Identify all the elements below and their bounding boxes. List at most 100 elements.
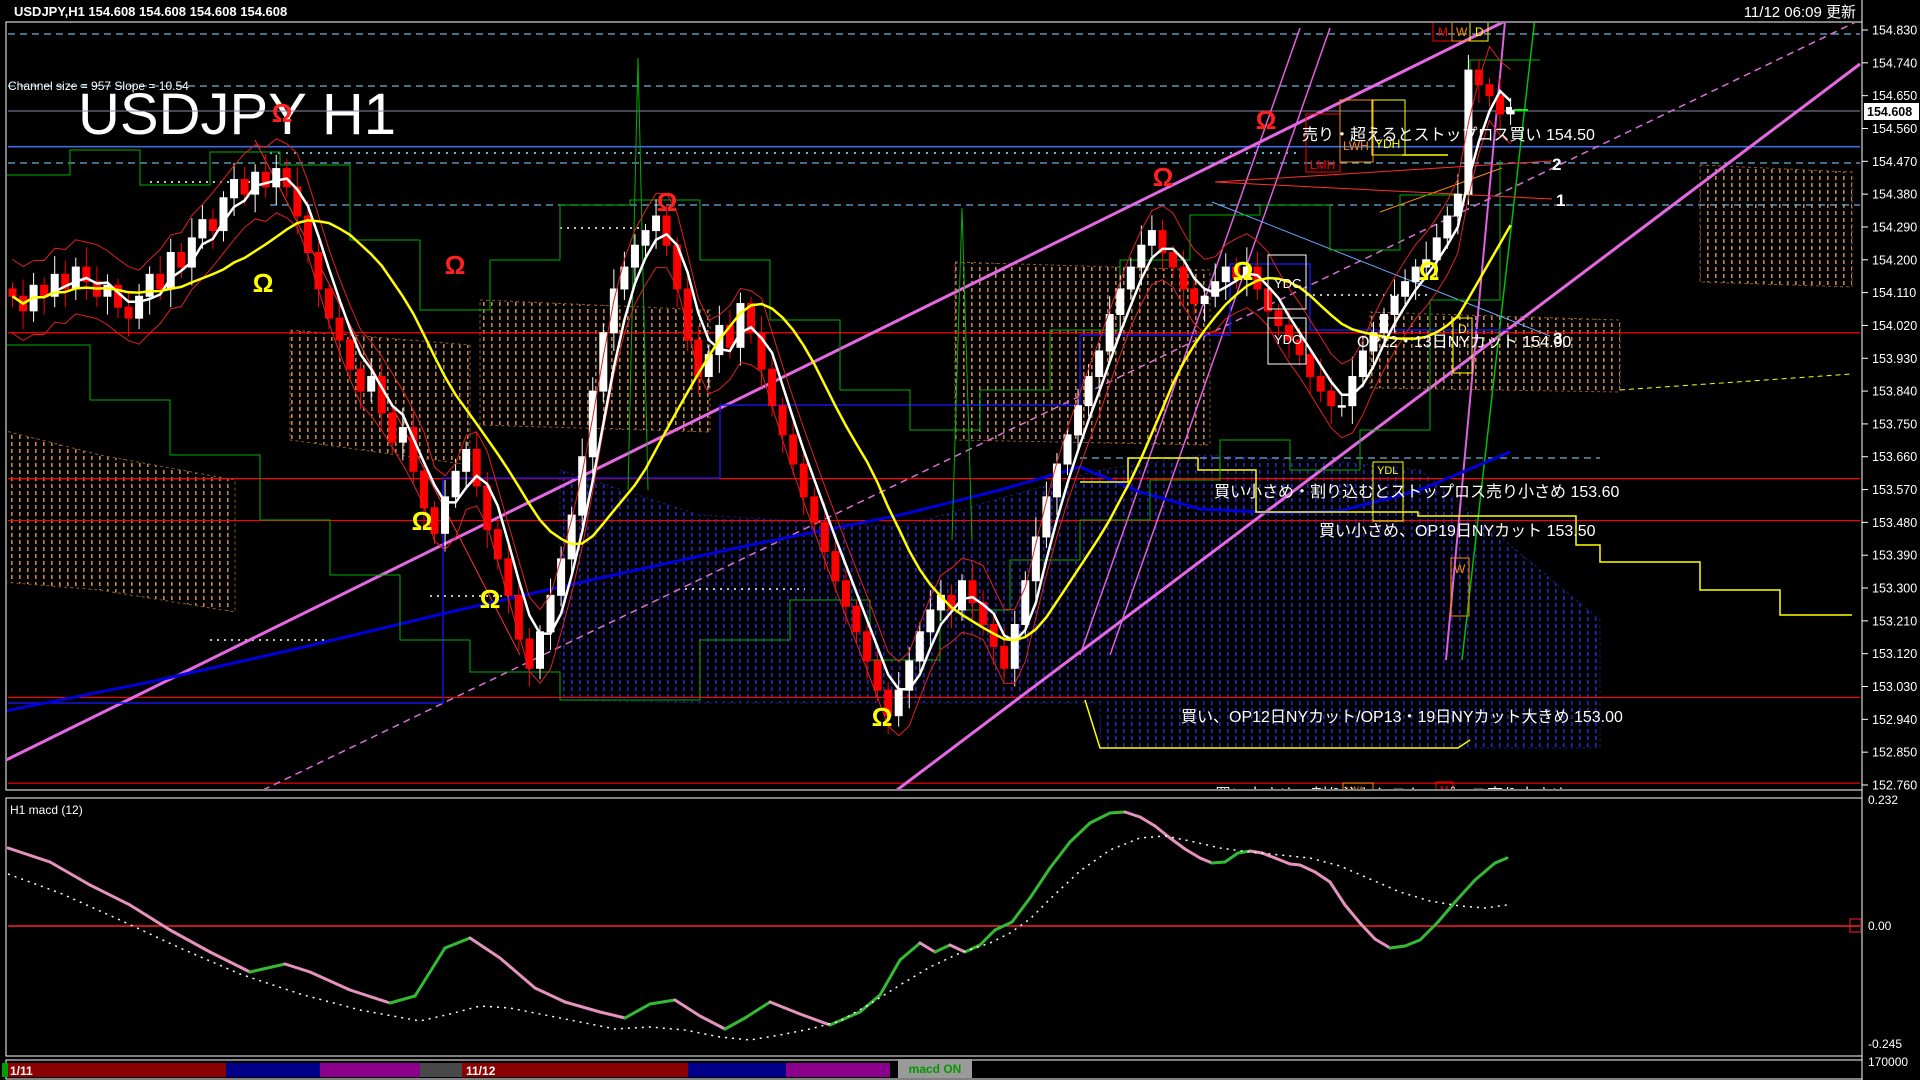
level-box-d [1452,317,1473,374]
candle-body [103,284,112,297]
trend-line [1214,160,1553,183]
trend-line [1084,699,1471,749]
orange-cloud [954,261,1211,446]
level-box-label: YDL [1377,465,1398,477]
macd-main-line [388,994,417,1005]
macd-signal-line [7,835,1508,1041]
macd-main-line [283,962,312,974]
candle-body [1390,295,1399,315]
macd-pane-label: H1 macd (12) [10,803,83,817]
candle-body [314,251,323,290]
level-box-ydc [1267,254,1307,310]
price-axis-label: 154.650 [1872,89,1917,103]
session-segment [462,1063,688,1077]
candle-body [346,339,355,370]
session-segment [8,1063,226,1077]
price-axis-label: 154.560 [1872,122,1917,136]
candle-body [483,485,492,531]
macd-main-line [563,1000,602,1014]
candle-body [810,496,819,523]
grid-lines [8,33,1860,641]
candle-body [884,689,893,717]
symbol-watermark: USDJPY H1 [78,82,396,147]
candle-body [1285,324,1294,341]
buy-signal-icon: Ω [1233,256,1254,286]
candle-body [293,186,302,217]
price-axis-label: 152.850 [1872,746,1917,760]
candle-body [272,168,281,188]
price-axis-label: 152.760 [1872,778,1917,792]
price-axis-label: 153.390 [1872,549,1917,563]
macd-axis-label: -0.245 [1868,1037,1902,1051]
macd-main-line [443,936,472,950]
candle-body [915,631,924,662]
blue-cloud [559,454,1601,749]
macd-main-line [1123,810,1142,819]
macd-main-line [1048,840,1072,870]
candle-body [652,215,661,232]
candle-body [303,215,312,253]
level-box-label: W [1454,562,1466,576]
price-axis-label: 154.290 [1872,220,1917,234]
ichimoku-clouds [7,164,1853,749]
candle-body [1496,95,1505,115]
fan-number-label: 2 [1552,155,1561,174]
candle-body [1443,215,1452,239]
macd-toggle-button[interactable]: macd ON [898,1059,972,1078]
price-axis-label: 153.120 [1872,647,1917,661]
ma-line [11,219,1512,642]
candle-body [958,580,966,611]
macd-main-line [978,928,997,947]
trend-line [263,23,1856,789]
macd-main-line [168,928,212,954]
level-box-label: LWA [1346,785,1365,795]
macd-main-line [468,936,502,960]
price-axis-label: 153.570 [1872,483,1917,497]
candle-body [145,273,154,297]
trade-note: 売り・超えるとストップロス買い 154.50 [1302,126,1595,144]
chart-title-ohlc: USDJPY,H1 154.608 154.608 154.608 154.60… [14,4,287,19]
macd-main-line [1260,851,1277,860]
candle-body [599,332,608,392]
candle-body [1095,350,1104,377]
candle-body [198,219,207,239]
candle-body [441,496,450,534]
trade-note: 買い小さめ、OP19日NYカット 153.50 [1319,522,1596,540]
candle-body [504,558,513,596]
last-price-marker [1506,107,1512,113]
trade-note: OP12・13日NYカット 154.00 [1357,334,1571,351]
macd-main-line [1138,815,1157,828]
trend-line [627,57,649,491]
macd-main-line [1298,863,1317,874]
session-segment [786,1063,890,1077]
trend-line [1109,27,1331,656]
session-segment [226,1063,320,1077]
level-box-label: YDO [1274,332,1302,347]
candle-body [757,332,766,370]
price-axis-label: 153.210 [1872,614,1917,628]
candle-body [398,427,407,443]
macd-main-line [1418,920,1440,942]
candle-body [578,456,587,516]
candle-body [493,529,502,560]
session-boxes: YDCYDODWMWDLMHLWHYDHYDLLWAM [1267,23,1489,795]
session-segment [688,1063,786,1077]
fan-number-label: 1 [1556,191,1565,210]
ma-line [12,119,1511,737]
trade-note: 買い小さめ・割り込むとストップロス売り小さめ 153.60 [1214,483,1619,501]
macd-main-line [1436,900,1457,924]
session-segment [2,1063,8,1077]
candle-body [472,448,481,487]
macd-main-line [743,1000,772,1020]
order-annotations: 売り・超えるとストップロス買い 154.50 OP12・13日NYカット 154.… [1181,126,1623,789]
ma-line [12,45,1511,663]
trend-line [1079,27,1301,656]
macd-main-line [1453,878,1477,904]
candle-body [1147,230,1156,246]
macd-main-line [1403,938,1422,948]
macd-axis-label: 0.00 [1868,919,1892,933]
candle-body [789,434,798,465]
candle-body [1358,350,1367,377]
price-axis[interactable]: 154.830 154.740 154.650 154.560 154.470 154.3… [1862,24,1917,1070]
price-axis-label: 154.020 [1872,319,1917,333]
